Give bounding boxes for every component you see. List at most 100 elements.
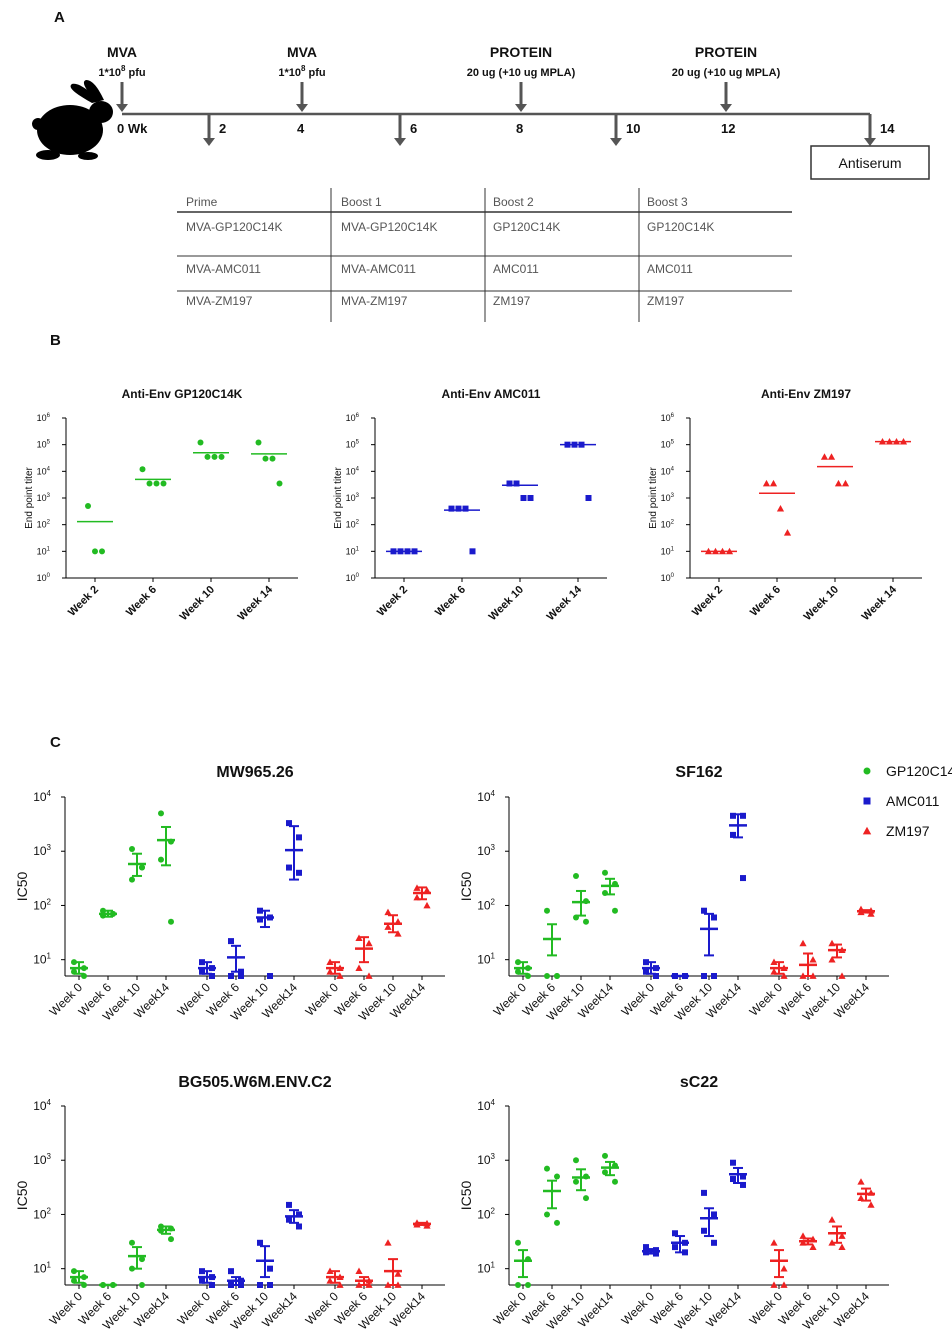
data-point — [423, 901, 431, 909]
data-point — [730, 831, 736, 838]
chart-title: Anti-Env ZM197 — [761, 387, 851, 401]
data-point — [513, 480, 520, 487]
legend-label: ZM197 — [886, 823, 930, 839]
y-axis-label: IC50 — [14, 1181, 30, 1211]
data-point — [838, 1232, 846, 1239]
data-point — [525, 1282, 531, 1288]
data-point — [799, 1232, 807, 1239]
y-tick-label: 103 — [346, 493, 360, 503]
data-point — [296, 869, 302, 876]
data-point — [153, 480, 160, 487]
week-label: 8 — [516, 121, 523, 136]
data-point — [238, 973, 244, 979]
data-point — [827, 453, 836, 460]
data-point — [838, 1243, 846, 1250]
data-point — [160, 480, 167, 487]
table-header: Boost 1 — [341, 195, 382, 209]
data-point — [211, 453, 218, 460]
data-point — [448, 505, 455, 512]
data-point — [394, 1270, 402, 1277]
week-label: 6 — [410, 121, 417, 136]
data-point — [554, 973, 560, 979]
data-point — [168, 918, 174, 925]
data-point — [857, 1178, 865, 1185]
table-cell: MVA-AMC011 — [186, 262, 261, 276]
data-point — [554, 1219, 560, 1226]
x-tick-label: Week 14 — [860, 583, 900, 623]
data-point — [554, 1173, 560, 1180]
data-point — [770, 1281, 778, 1288]
table-cell: ZM197 — [493, 294, 531, 308]
immunization-schedule: MVA 1*108 pfu MVA 1*108 pfu PROTEIN 20 ug (+1… — [98, 44, 930, 180]
x-tick-label: Week 10 — [178, 584, 217, 623]
y-tick-label: 101 — [33, 1261, 51, 1276]
data-point — [168, 1236, 174, 1243]
bleed-arrow-head — [394, 138, 406, 146]
y-tick-label: 105 — [661, 440, 675, 450]
data-point — [423, 886, 431, 894]
data-point — [701, 1227, 707, 1234]
data-point — [296, 1223, 302, 1230]
data-point — [672, 1244, 678, 1251]
data-point — [612, 1178, 618, 1185]
y-tick-label: 102 — [33, 1206, 51, 1221]
dose-label: 1*108 pfu — [98, 64, 145, 79]
y-tick-label: 104 — [477, 789, 495, 804]
y-tick-label: 100 — [37, 573, 51, 583]
y-tick-label: 104 — [346, 466, 360, 476]
immunization-label: PROTEIN — [695, 44, 757, 60]
data-point — [257, 1282, 263, 1288]
data-point — [139, 1282, 145, 1288]
data-point — [257, 916, 263, 923]
data-point — [828, 956, 836, 963]
y-tick-label: 103 — [661, 493, 675, 503]
chart-title: SF162 — [675, 764, 722, 781]
data-point — [276, 480, 283, 487]
data-point — [730, 1159, 736, 1166]
data-point — [139, 864, 145, 871]
chart-title: Anti-Env AMC011 — [442, 387, 541, 401]
data-point — [776, 505, 785, 512]
chart-title: Anti-Env GP120C14K — [122, 387, 243, 401]
panel-label-a: A — [54, 9, 65, 26]
y-tick-label: 106 — [37, 413, 51, 423]
data-point — [267, 973, 273, 979]
data-point — [336, 972, 344, 979]
x-tick-label: Week 2 — [375, 584, 410, 619]
data-point — [257, 1239, 263, 1246]
y-axis-label: End point titer — [648, 466, 659, 528]
data-point — [228, 1268, 234, 1275]
y-tick-label: 103 — [33, 843, 51, 858]
y-tick-label: 101 — [346, 546, 360, 556]
table-header: Prime — [186, 195, 218, 209]
data-point — [209, 1282, 215, 1288]
y-tick-label: 104 — [33, 789, 51, 804]
y-tick-label: 104 — [33, 1098, 51, 1113]
y-tick-label: 105 — [37, 440, 51, 450]
data-point — [365, 939, 373, 947]
dose-label: 20 ug (+10 ug MPLA) — [672, 67, 781, 79]
data-point — [286, 1201, 292, 1208]
data-point — [770, 1239, 778, 1246]
data-point — [762, 479, 771, 487]
y-tick-label: 106 — [661, 413, 675, 423]
legend-label: AMC011 — [886, 793, 940, 809]
dose-label: 1*108 pfu — [278, 64, 325, 79]
table-cell: GP120C14K — [493, 220, 560, 234]
data-point — [267, 1282, 273, 1288]
y-axis-label: IC50 — [458, 872, 474, 902]
chart-title: BG505.W6M.ENV.C2 — [178, 1074, 331, 1091]
antiserum-label: Antiserum — [838, 155, 901, 171]
data-point — [740, 1173, 746, 1180]
data-point — [394, 930, 402, 937]
data-point — [515, 1282, 521, 1288]
immunization-arrow-head — [116, 104, 128, 112]
data-point — [146, 480, 153, 487]
data-point — [780, 972, 788, 979]
data-point — [384, 908, 392, 916]
data-point — [544, 1165, 550, 1172]
data-point — [336, 1281, 344, 1288]
data-point — [384, 923, 392, 930]
data-point — [158, 810, 164, 817]
data-point — [199, 1277, 205, 1284]
